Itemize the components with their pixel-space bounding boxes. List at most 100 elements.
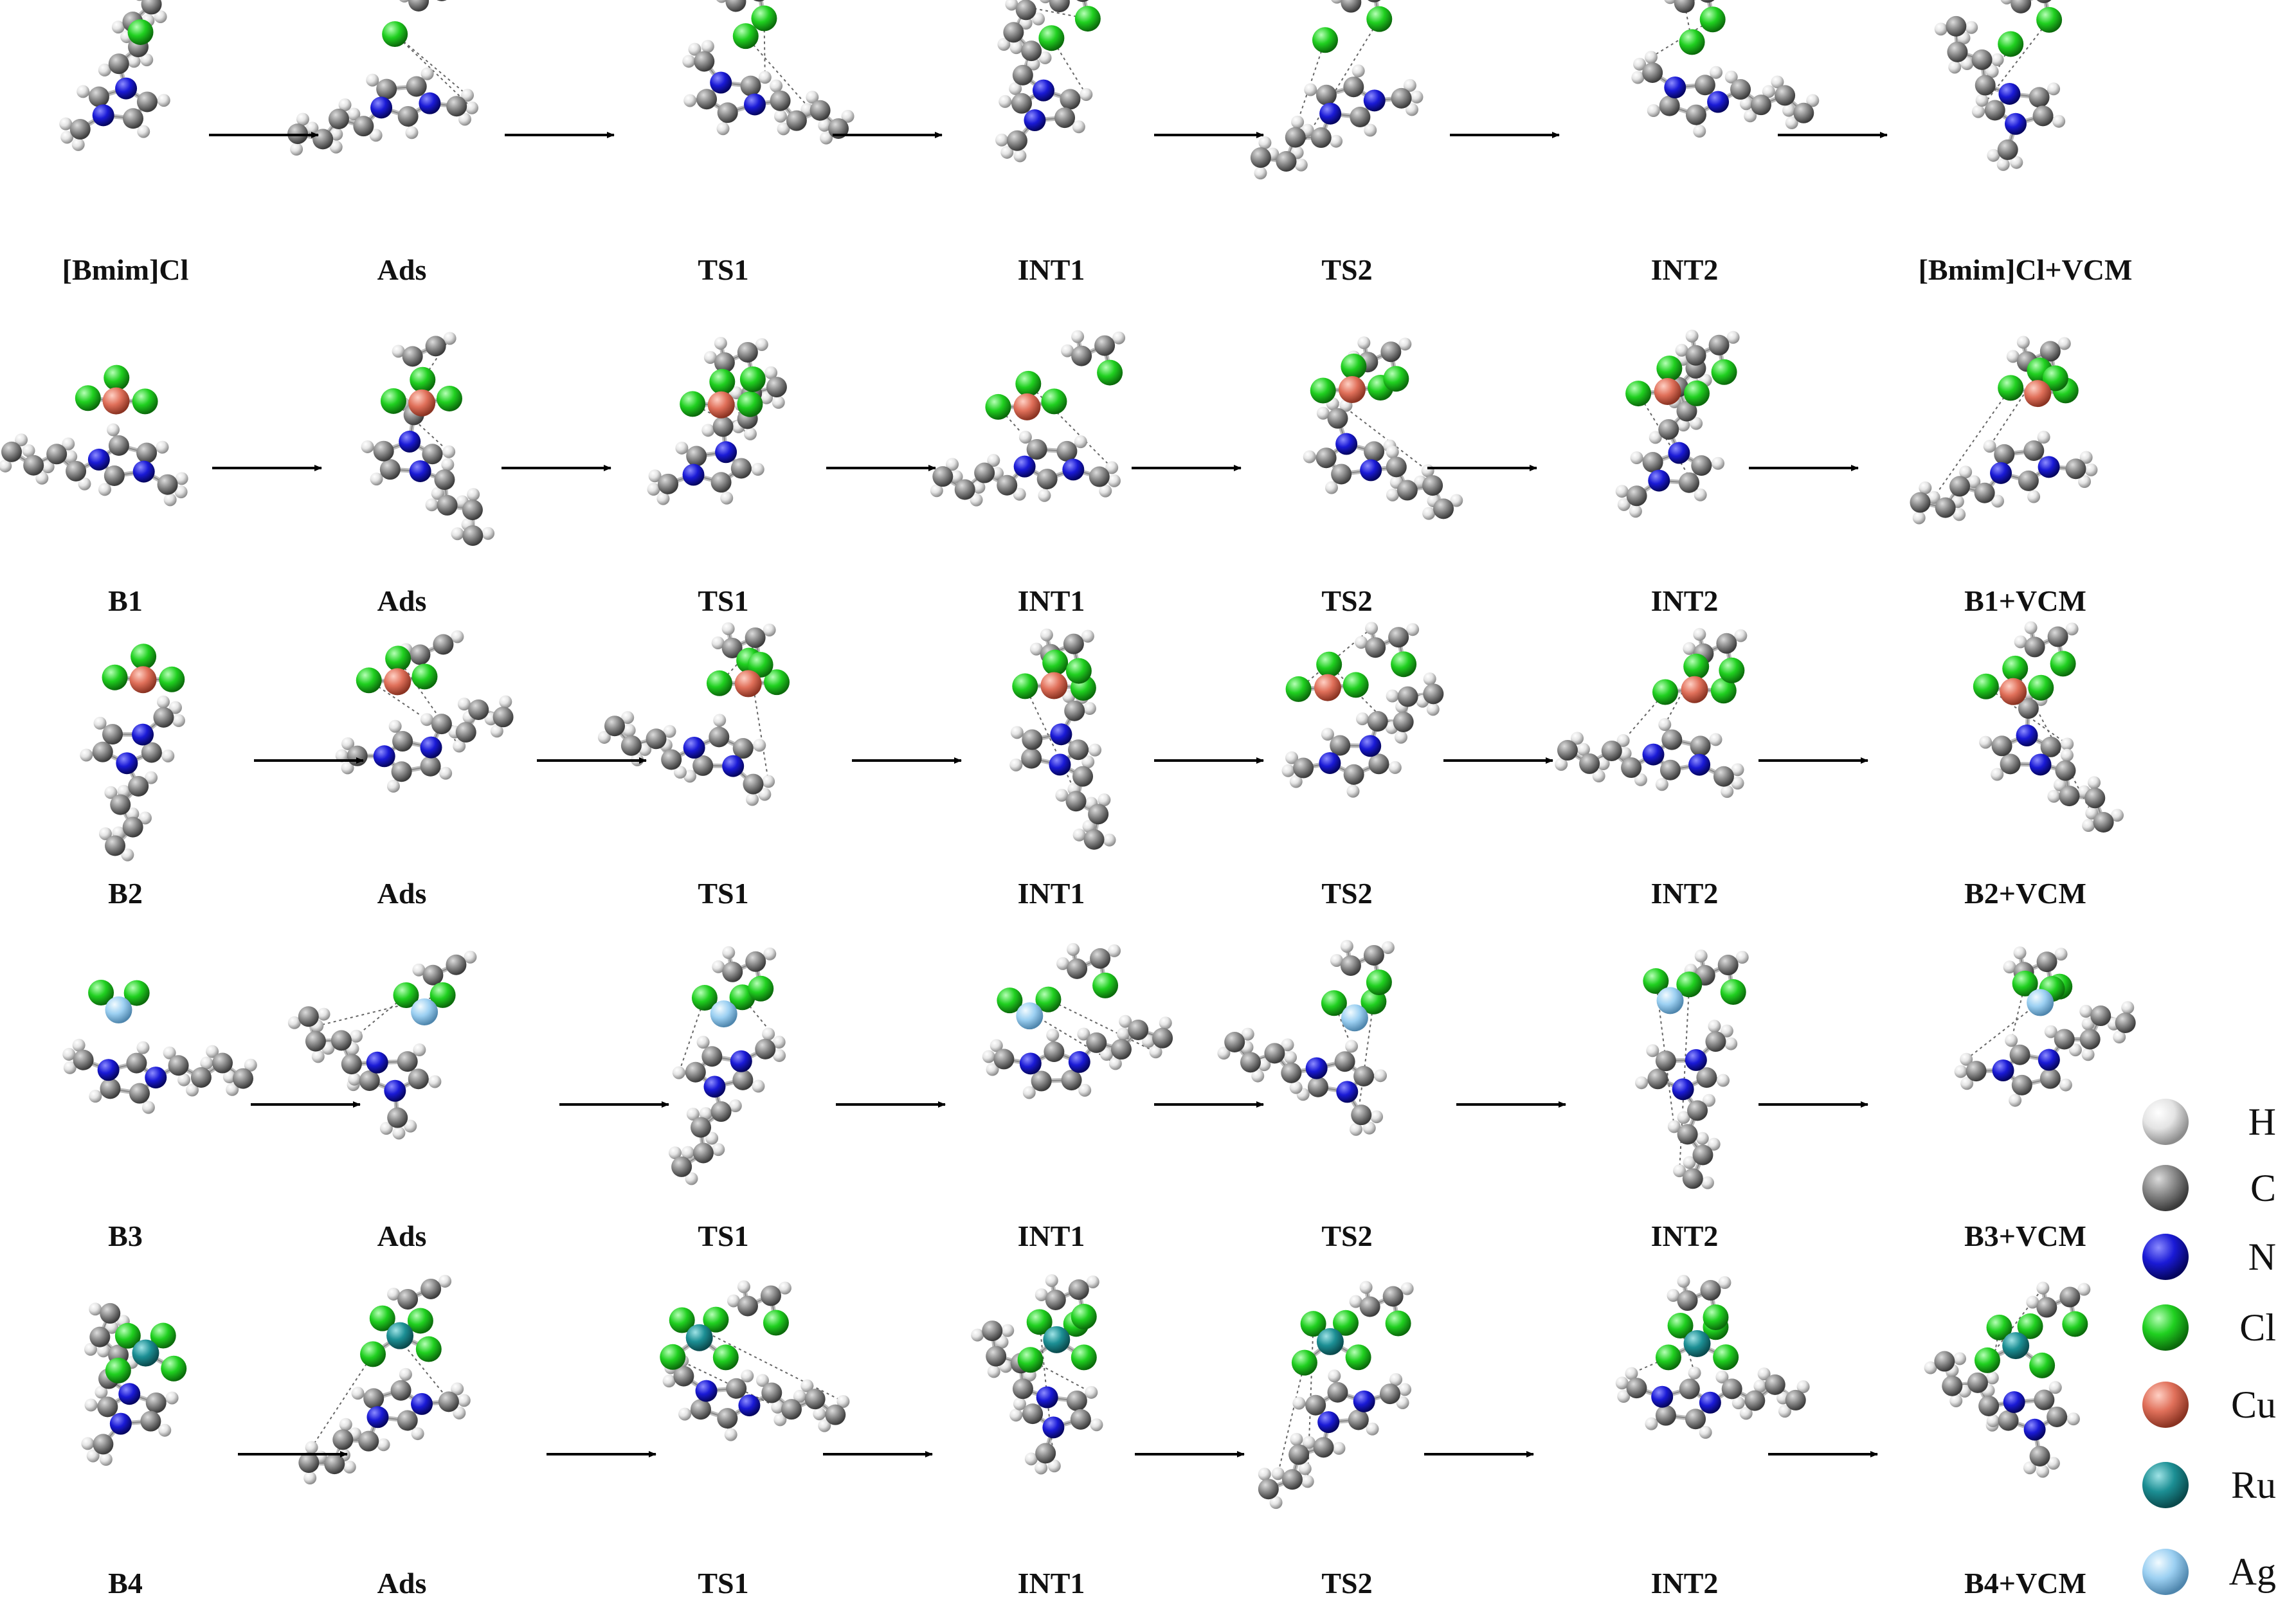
atom-n	[384, 1079, 406, 1102]
atom-h	[174, 485, 188, 499]
atom-c	[420, 755, 441, 777]
atom-h	[2006, 350, 2020, 363]
atom-n	[695, 1380, 718, 1402]
atom-c	[1397, 480, 1418, 501]
atom-n	[2005, 113, 2027, 135]
atom-n	[743, 93, 766, 116]
atom-cl	[1684, 380, 1710, 406]
molecule-4-2	[287, 950, 477, 1140]
atom-h	[1616, 734, 1630, 747]
atom-h	[1739, 97, 1753, 111]
atom-h	[1290, 1432, 1303, 1446]
atom-h	[763, 623, 776, 636]
atom-h	[1046, 1029, 1060, 1042]
atom-c	[1006, 130, 1027, 151]
atom-c	[1083, 829, 1105, 850]
atom-c	[1705, 1031, 1726, 1052]
atom-c	[2036, 0, 2052, 3]
atom-c	[1659, 759, 1681, 780]
atom-h	[89, 1090, 102, 1103]
atom-h	[1047, 1459, 1061, 1473]
atom-h	[683, 770, 697, 783]
atom-cl	[2029, 1352, 2056, 1378]
atom-h	[1975, 93, 1989, 107]
atom-h	[758, 788, 772, 801]
legend-label: Cl	[2239, 1306, 2276, 1349]
atom-h	[1349, 1122, 1362, 1136]
atom-h	[699, 1107, 712, 1121]
atom-c	[692, 755, 714, 776]
atom-h	[1771, 75, 1784, 89]
atom-h	[59, 117, 73, 131]
atom-c	[105, 835, 126, 856]
atom-h	[296, 113, 309, 126]
atom-c	[1152, 1027, 1173, 1049]
atom-n	[1305, 1057, 1328, 1079]
stage-label: INT1	[1018, 1567, 1085, 1599]
atom-h	[1086, 1275, 1099, 1288]
atom-c	[1281, 1469, 1303, 1490]
atom-h	[2010, 156, 2023, 169]
atom-c	[786, 110, 807, 131]
atom-c	[1067, 958, 1088, 979]
molecule-1-7	[1934, 0, 2066, 171]
atom-h	[453, 1406, 466, 1419]
atom-c	[2054, 1029, 2075, 1050]
atom-h	[399, 1367, 412, 1381]
atom-h	[163, 493, 177, 507]
atom-c	[1045, 1289, 1066, 1310]
atom-c	[1285, 127, 1306, 148]
atom-h	[1987, 149, 2000, 162]
atom-c	[954, 479, 975, 500]
atom-c	[745, 627, 766, 648]
atom-c	[1647, 1068, 1668, 1090]
atom-n	[1019, 1052, 1042, 1075]
atom-h	[1032, 12, 1045, 26]
atom-c	[1334, 1051, 1355, 1072]
atom-h	[753, 739, 766, 752]
atom-c	[157, 474, 178, 495]
legend-label: Ag	[2229, 1551, 2276, 1593]
atom-c	[781, 1399, 802, 1420]
stage-label: INT2	[1651, 253, 1719, 286]
atom-h	[1045, 1274, 1058, 1287]
atom-h	[77, 85, 90, 98]
atom-n	[1335, 433, 1358, 455]
atom-c	[1685, 345, 1706, 366]
legend-label: Ru	[2231, 1464, 2276, 1506]
atom-c	[1305, 1394, 1326, 1416]
atom-cl	[105, 1357, 131, 1383]
atom-c	[1036, 469, 1058, 490]
atom-n	[1049, 753, 1071, 776]
molecule-1-6	[1631, 0, 1820, 138]
atom-cl	[123, 980, 150, 1006]
stage-label: TS1	[698, 584, 748, 617]
atom-c	[761, 1382, 782, 1403]
atom-n	[1651, 1385, 1674, 1408]
atom-c	[701, 1046, 723, 1067]
atom-h	[1357, 336, 1371, 350]
atom-h	[158, 1423, 172, 1437]
atom-c	[1677, 1124, 1698, 1145]
atom-cl	[1652, 679, 1678, 705]
atom-c	[462, 500, 483, 521]
atom-h	[64, 450, 78, 464]
atom-c	[1364, 441, 1385, 462]
atom-n	[1013, 455, 1036, 478]
atom-c	[1947, 41, 1968, 62]
atom-h	[1381, 941, 1395, 954]
atom-c	[1717, 955, 1739, 976]
atom-h	[755, 1374, 769, 1387]
atom-cl	[706, 670, 732, 696]
atom-c	[726, 1378, 747, 1399]
legend-item-c: C	[2142, 1165, 2276, 1211]
atom-c	[69, 119, 91, 140]
atom-h	[1629, 505, 1642, 518]
atom-h	[343, 1460, 356, 1473]
atom-h	[1294, 158, 1308, 172]
atom-c	[1785, 1389, 1806, 1410]
atom-cl	[102, 664, 128, 690]
atom-c	[1022, 729, 1043, 750]
atom-h	[439, 766, 453, 780]
atom-h	[1328, 1369, 1341, 1383]
